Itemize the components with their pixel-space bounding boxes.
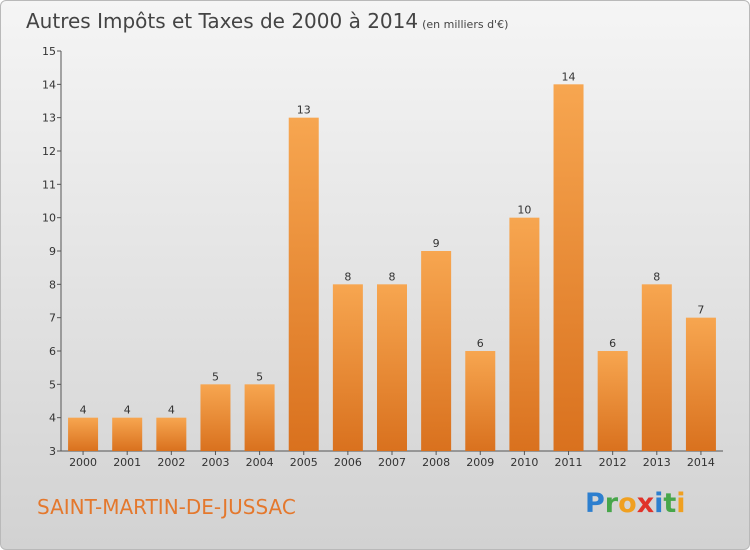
x-tick-label: 2005 xyxy=(290,456,318,469)
x-tick-label: 2003 xyxy=(201,456,229,469)
logo-letter: x xyxy=(636,488,655,519)
data-label: 8 xyxy=(344,270,351,283)
bar-2004 xyxy=(244,384,275,451)
y-tick-label: 3 xyxy=(49,445,56,458)
data-label: 4 xyxy=(124,404,131,417)
chart-subtitle: (en milliers d'€) xyxy=(422,18,509,31)
logo-letter: o xyxy=(618,488,637,519)
data-label: 6 xyxy=(477,337,484,350)
data-label: 9 xyxy=(433,237,440,250)
data-label: 13 xyxy=(297,104,311,117)
x-tick-label: 2010 xyxy=(510,456,538,469)
bar-2011 xyxy=(553,84,584,451)
bar-2008 xyxy=(421,251,452,451)
x-tick-label: 2009 xyxy=(466,456,494,469)
bar-2000 xyxy=(68,417,99,451)
bar-2010 xyxy=(509,217,540,451)
y-tick-label: 14 xyxy=(42,78,56,91)
logo-letter: P xyxy=(585,488,605,519)
x-tick-label: 2014 xyxy=(687,456,715,469)
bar-series xyxy=(68,84,716,452)
data-label: 4 xyxy=(168,404,175,417)
x-tick-label: 2008 xyxy=(422,456,450,469)
bar-2005 xyxy=(288,117,319,452)
proxiti-logo: Proxiti xyxy=(585,488,686,519)
y-tick-label: 7 xyxy=(49,312,56,325)
bar-2006 xyxy=(332,284,363,451)
x-tick-label: 2012 xyxy=(599,456,627,469)
data-label: 7 xyxy=(697,304,704,317)
bar-2003 xyxy=(200,384,231,451)
y-tick-label: 12 xyxy=(42,145,56,158)
logo-letter: i xyxy=(654,488,664,519)
y-tick-label: 9 xyxy=(49,245,56,258)
y-tick-label: 8 xyxy=(49,278,56,291)
bar-2014 xyxy=(685,317,716,451)
bar-2001 xyxy=(112,417,143,451)
data-label: 8 xyxy=(653,270,660,283)
data-label: 10 xyxy=(517,204,531,217)
data-label: 4 xyxy=(80,404,87,417)
logo-letter: i xyxy=(676,488,686,519)
y-tick-label: 10 xyxy=(42,212,56,225)
chart-title: Autres Impôts et Taxes de 2000 à 2014 (en… xyxy=(26,9,508,33)
data-label: 5 xyxy=(256,370,263,383)
chart-title-text: Autres Impôts et Taxes de 2000 à 2014 xyxy=(26,9,419,33)
bar-2007 xyxy=(377,284,407,451)
x-tick-label: 2002 xyxy=(157,456,185,469)
logo-letter: t xyxy=(663,488,677,519)
logo-letter: r xyxy=(604,488,619,519)
y-tick-label: 11 xyxy=(42,178,56,191)
x-tick-label: 2006 xyxy=(334,456,362,469)
data-labels: 4 4 4 5 5 13 8 8 9 6 10 14 6 8 7 xyxy=(80,70,705,416)
x-tick-label: 2007 xyxy=(378,456,406,469)
x-tick-label: 2004 xyxy=(246,456,274,469)
data-label: 8 xyxy=(389,270,396,283)
bar-2013 xyxy=(641,284,672,451)
town-name: SAINT-MARTIN-DE-JUSSAC xyxy=(37,495,296,519)
bar-2012 xyxy=(597,351,628,451)
y-tick-label: 15 xyxy=(42,45,56,58)
data-label: 5 xyxy=(212,370,219,383)
chart-axes: 3 4 5 6 7 8 9 10 11 12 13 14 15 2000 2001 2002 2003 2004 2… xyxy=(42,45,723,469)
data-label: 6 xyxy=(609,337,616,350)
x-tick-label: 2011 xyxy=(555,456,583,469)
bar-2009 xyxy=(465,351,496,451)
x-tick-label: 2001 xyxy=(113,456,141,469)
y-tick-label: 13 xyxy=(42,112,56,125)
data-label: 14 xyxy=(562,70,576,83)
x-tick-label: 2013 xyxy=(643,456,671,469)
y-tick-label: 4 xyxy=(49,412,56,425)
y-tick-label: 5 xyxy=(49,378,56,391)
y-tick-label: 6 xyxy=(49,345,56,358)
x-tick-label: 2000 xyxy=(69,456,97,469)
bar-2002 xyxy=(156,417,187,451)
